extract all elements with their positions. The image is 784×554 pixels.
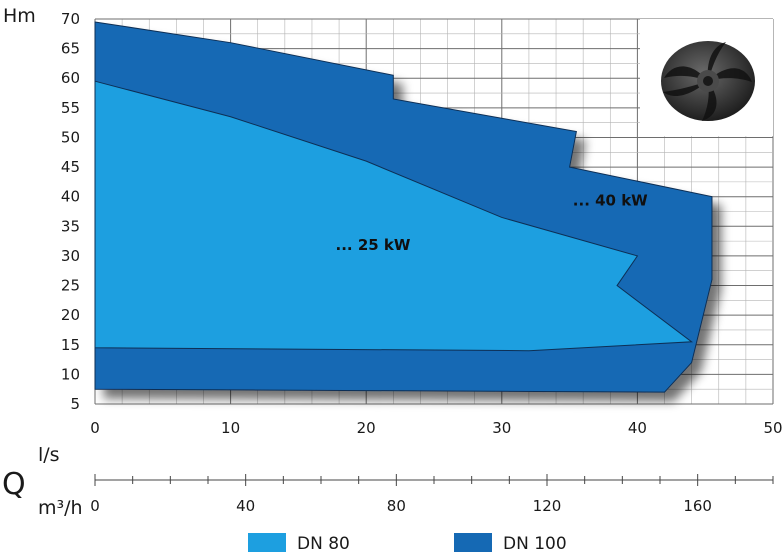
x-axis-title: l/s (38, 444, 60, 466)
secondary-tick-label: 160 (683, 497, 712, 515)
y-tick-label: 65 (61, 40, 80, 58)
legend-swatch-dn100 (454, 533, 492, 552)
region-label-dn100: ... 40 kW (573, 192, 648, 210)
legend-label-dn80: DN 80 (297, 534, 350, 554)
region-labels: ... 25 kW ... 40 kW (336, 192, 649, 254)
x-axis-ticks: 0 10 20 30 40 50 (90, 419, 782, 437)
y-tick-label: 55 (61, 99, 80, 117)
flow-symbol: Q (2, 467, 26, 502)
y-tick-label: 45 (61, 158, 80, 176)
y-tick-label: 50 (61, 128, 80, 146)
region-dn80 (94, 80, 694, 352)
secondary-tick-label: 40 (236, 497, 255, 515)
y-axis-title: Hm (3, 5, 36, 27)
y-tick-label: 25 (61, 277, 80, 295)
legend-item-dn100: DN 100 (454, 533, 567, 554)
performance-regions (94, 21, 713, 393)
secondary-tick-label: 80 (387, 497, 406, 515)
x-tick-label: 30 (492, 419, 511, 437)
x-tick-label: 50 (763, 419, 782, 437)
x-tick-label: 20 (357, 419, 376, 437)
x-tick-label: 0 (90, 419, 100, 437)
x-tick-label: 10 (221, 419, 240, 437)
secondary-tick-label: 0 (90, 497, 100, 515)
legend-label-dn100: DN 100 (503, 534, 567, 554)
y-tick-label: 30 (61, 247, 80, 265)
y-tick-label: 20 (61, 306, 80, 324)
legend-item-dn80: DN 80 (248, 533, 350, 554)
y-tick-label: 40 (61, 188, 80, 206)
y-tick-label: 10 (61, 365, 80, 383)
secondary-axis: 0 40 80 120 160 (90, 474, 774, 515)
x-tick-label: 40 (628, 419, 647, 437)
region-label-dn80: ... 25 kW (336, 236, 411, 254)
legend: DN 80 DN 100 (248, 533, 567, 554)
y-axis-ticks: 5 10 15 20 25 30 35 40 45 50 55 60 65 70 (61, 10, 80, 413)
secondary-tick-label: 120 (533, 497, 562, 515)
y-tick-label: 35 (61, 217, 80, 235)
impeller-image (640, 19, 773, 136)
secondary-x-axis-title: m³/h (38, 497, 83, 519)
y-tick-label: 70 (61, 10, 80, 28)
y-tick-label: 60 (61, 69, 80, 87)
legend-swatch-dn80 (248, 533, 286, 552)
y-tick-label: 15 (61, 336, 80, 354)
y-tick-label: 5 (70, 395, 80, 413)
